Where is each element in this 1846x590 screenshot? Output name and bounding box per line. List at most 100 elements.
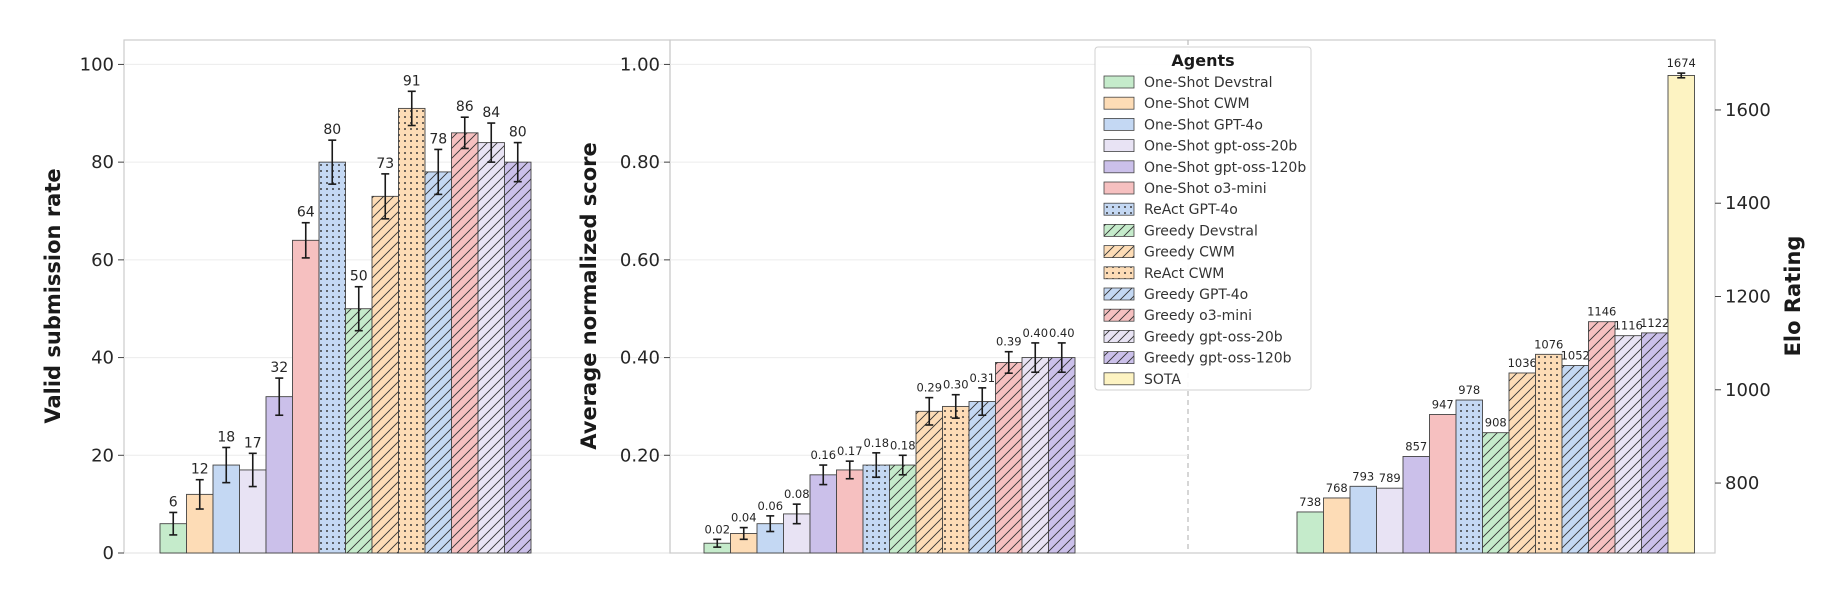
data-label: 1674 [1667,56,1696,70]
legend-swatch-dots [1104,266,1134,279]
bar-hatch [372,196,399,554]
legend-swatch-hatch [1104,245,1134,258]
bar-react-gpt-4o: 978 [1455,383,1483,554]
bar-one-shot-devstral: 0.02 [703,522,731,554]
legend-label: Greedy CWM [1144,245,1235,261]
y-axis-label: Average normalized score [577,142,601,450]
legend-swatch [1103,372,1135,386]
legend-swatch [1103,181,1135,195]
bar-hatch [345,308,372,553]
data-label: 80 [509,125,527,141]
bar-hatch [1482,432,1509,553]
bar-sota: 1674 [1667,56,1696,554]
bar-one-shot-o3-mini: 947 [1429,397,1457,554]
legend-item-one-shot-gpt-oss-20b: One-Shot gpt-oss-20b [1103,139,1297,155]
legend-item-one-shot-o3-mini: One-Shot o3-mini [1103,181,1267,197]
legend-label: Greedy o3-mini [1144,308,1252,324]
y-tick-label: 0.40 [620,348,660,369]
data-label: 768 [1326,481,1348,495]
legend-swatch [1103,160,1135,174]
legend-item-one-shot-gpt-4o: One-Shot GPT-4o [1103,117,1263,133]
panel-score-and-elo: 0.20 0.40 0.60 0.80 1.00 Average normalized … [577,39,1805,554]
legend-item-one-shot-cwm: One-Shot CWM [1103,96,1250,112]
bar-greedy-gpt-4o: 1052 [1561,349,1590,554]
bar-greedy-gpt-oss-120b: 0.40 [1048,326,1076,554]
y-tick-label: 1.00 [620,54,660,75]
data-label: 50 [350,269,368,285]
bar-greedy-o3-mini: 0.39 [995,335,1023,554]
legend-swatch [1103,139,1135,153]
bar [1376,487,1404,554]
bar-react-gpt-4o: 0.18 [862,436,890,554]
legend-item-greedy-cwm: Greedy CWM [1103,245,1235,261]
bar-hatch [504,162,531,553]
data-label: 0.40 [1049,326,1075,340]
legend-title: Agents [1171,51,1234,70]
legend-label: One-Shot GPT-4o [1144,117,1263,133]
bar-dots [1456,400,1483,553]
legend-item-sota: SOTA [1103,372,1181,388]
legend-label: SOTA [1144,372,1181,388]
bar-hatch [1509,372,1536,553]
data-label: 80 [323,122,341,138]
bar-greedy-o3-mini: 86 [451,99,479,554]
legend-swatch-hatch [1104,288,1134,300]
data-label: 0.29 [916,381,942,395]
bar [292,239,320,554]
data-label: 908 [1485,416,1507,430]
legend-label: Greedy Devstral [1144,223,1258,239]
legend-swatch [1103,118,1135,131]
bar-dots [319,162,346,553]
legend-swatch-hatch [1104,224,1134,237]
data-label: 84 [482,105,500,121]
bar-hatch [451,132,478,554]
legend-item-one-shot-gpt-oss-120b: One-Shot gpt-oss-120b [1103,160,1306,176]
data-label: 0.40 [1022,326,1048,340]
bar [265,396,293,554]
bar-react-cwm: 1076 [1534,337,1563,554]
bar-one-shot-gpt-oss-20b: 0.08 [783,487,811,554]
y-tick-label: 1400 [1725,193,1771,214]
bar-greedy-cwm: 1036 [1508,356,1537,554]
bar-greedy-gpt-4o: 78 [424,131,452,554]
panel-valid-submission-rate: 0 20 40 60 80 100 Valid submission rate 6 12 18… [41,39,671,564]
bar-react-gpt-4o: 80 [318,122,346,554]
bar-react-cwm: 0.30 [942,378,970,554]
bar [1429,414,1457,554]
data-label: 0.17 [837,444,863,458]
data-label: 0.39 [996,335,1022,349]
legend-swatch-dots [1104,203,1134,216]
legend-item-react-gpt-4o: ReAct GPT-4o [1103,202,1238,218]
bar-dots [1535,354,1562,553]
data-label: 0.08 [784,487,810,501]
legend-label: One-Shot gpt-oss-20b [1144,139,1297,155]
bar [1349,485,1377,554]
bar [1296,511,1324,554]
data-label: 0.31 [969,371,995,385]
legend-item-greedy-gpt-4o: Greedy GPT-4o [1103,287,1248,303]
y-axis-right: 800 1000 1200 1400 1600 [1715,100,1771,494]
bar-one-shot-gpt-oss-20b: 17 [239,435,267,554]
data-label: 0.16 [810,448,836,462]
bar-greedy-o3-mini: 1146 [1587,305,1616,554]
data-label: 738 [1299,495,1321,509]
data-label: 0.06 [757,499,783,513]
bar-hatch [995,362,1022,553]
legend-label: ReAct CWM [1144,266,1224,282]
legend-swatch [1103,96,1135,110]
bar-hatch [1588,321,1615,553]
bar [1323,497,1351,554]
data-label: 1122 [1640,316,1669,330]
data-label: 78 [429,131,447,147]
legend-item-greedy-o3-mini: Greedy o3-mini [1103,308,1252,324]
bar-react-cwm: 91 [398,73,426,554]
bar-one-shot-gpt-oss-20b: 789 [1376,471,1404,554]
bar [809,474,837,554]
y-axis-label-right: Elo Rating [1781,236,1805,357]
legend-swatch-hatch [1104,351,1134,364]
bar-greedy-gpt-4o: 0.31 [968,371,996,554]
y-tick-label: 0.20 [620,445,660,466]
